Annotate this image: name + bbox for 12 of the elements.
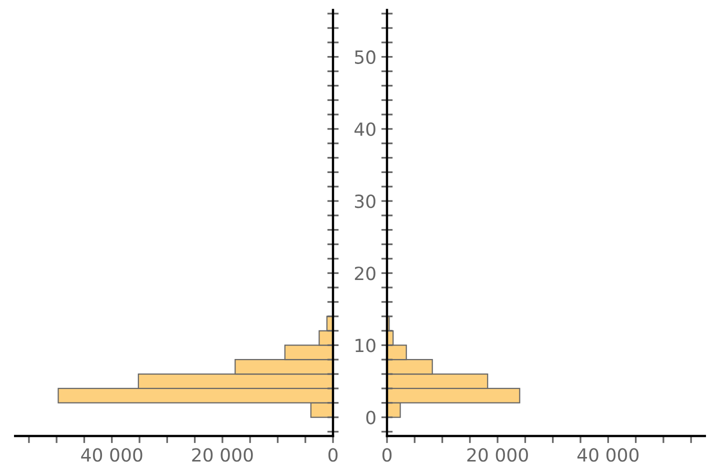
y-tick-label: 30 [354, 194, 376, 208]
x-tick-label: 40 000 [577, 448, 639, 462]
y-tick-label: 50 [355, 50, 376, 64]
y-tick-label: 40 [354, 122, 376, 136]
x-tick-label: 20 000 [192, 448, 253, 462]
x-tick-label: 0 [328, 448, 338, 462]
x-tick-label: 0 [382, 448, 392, 462]
x-tick-label: 40 000 [81, 448, 142, 462]
y-tick-label: 10 [356, 338, 376, 352]
y-tick-label: 20 [354, 266, 376, 280]
y-tick-label: 0 [366, 410, 376, 424]
x-tick-label: 20 000 [467, 448, 528, 462]
